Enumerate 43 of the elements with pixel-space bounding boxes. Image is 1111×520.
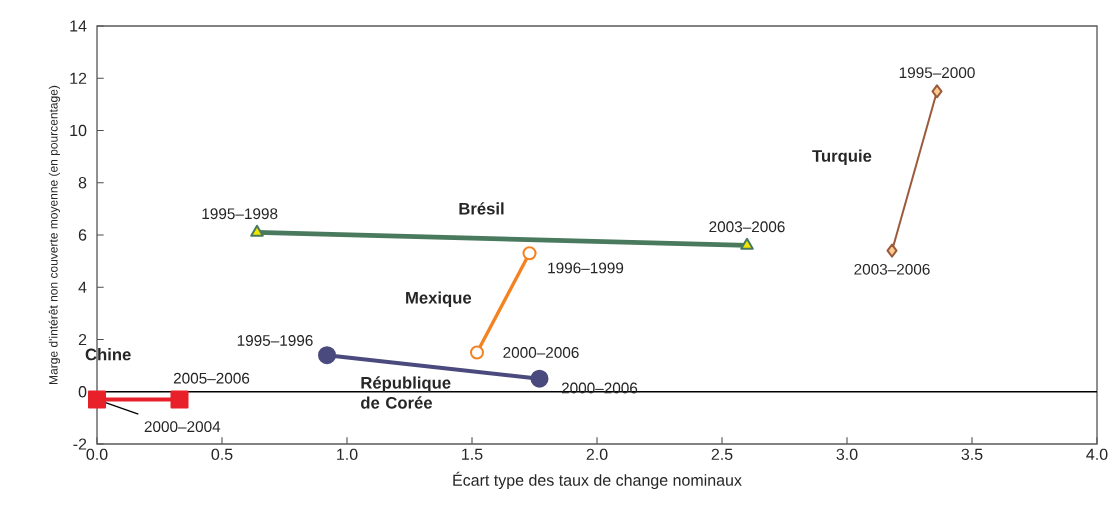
point — [886, 243, 898, 258]
y-tick-label: 4 — [78, 281, 87, 293]
point — [88, 390, 107, 409]
series-label: Chine — [85, 348, 131, 361]
point — [470, 345, 484, 360]
series-label: Brésil — [459, 202, 504, 215]
point — [522, 246, 537, 261]
series-label: République de Corée — [361, 376, 451, 409]
annotation: 2005–2006 — [173, 372, 250, 384]
annotation: 2000–2006 — [503, 347, 579, 358]
annotation: 2000–2006 — [561, 382, 638, 394]
x-tick-label: 0.5 — [211, 448, 233, 461]
x-tick-label: 3.0 — [836, 448, 858, 461]
point — [931, 84, 943, 99]
x-tick-label: 2.0 — [586, 448, 608, 461]
text: Turquie — [812, 149, 872, 166]
y-tick-label: 0 — [78, 386, 87, 398]
point — [530, 369, 549, 388]
point — [170, 390, 189, 409]
annotation: 1995–2000 — [899, 67, 975, 79]
x-axis-title: Écart type des taux de change nominaux — [453, 471, 742, 490]
x-tick-label: 2.5 — [711, 448, 733, 461]
x-tick-label: 0.0 — [86, 448, 108, 461]
annotation: 1996–1999 — [548, 262, 624, 274]
y-tick-label: 6 — [78, 229, 87, 241]
y-tick-label: 2 — [78, 333, 87, 346]
y-axis-title: Marge d'intérêt non couverte moyenne (en pourcentage) — [48, 85, 61, 384]
x-tick-label: 1.0 — [337, 448, 358, 461]
x-tick-label: 3.5 — [961, 448, 983, 461]
series-label: Mexique — [406, 291, 472, 307]
annotation: 1995–1998 — [202, 208, 278, 220]
annotation: 2000–2004 — [144, 421, 221, 433]
y-tick-label: 14 — [70, 20, 87, 32]
point — [318, 346, 336, 365]
y-tick-label: 10 — [70, 124, 87, 137]
y-tick-label: -2 — [73, 438, 87, 450]
x-tick-label: 4.0 — [1086, 448, 1108, 461]
y-tick-label: 12 — [70, 72, 87, 84]
annotation: 2003–2006 — [709, 221, 785, 233]
x-tick-label: 1.5 — [462, 448, 483, 460]
annotation: 2003–2006 — [854, 263, 930, 275]
annotation: 1995–1996 — [237, 335, 313, 346]
y-tick-label: 8 — [78, 177, 87, 189]
